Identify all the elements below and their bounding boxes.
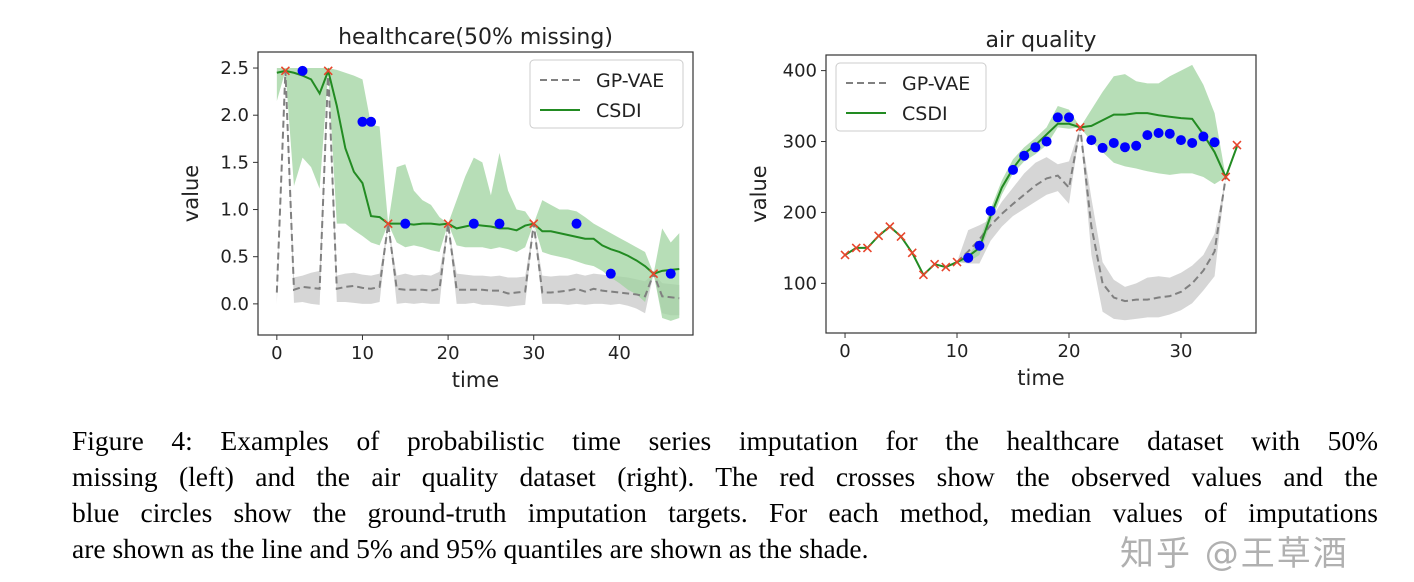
target-point	[1063, 112, 1074, 123]
chart-title: healthcare(50% missing)	[338, 25, 613, 50]
x-tick-label: 30	[1170, 341, 1193, 362]
x-tick-label: 10	[351, 343, 374, 364]
observed-point	[443, 219, 453, 229]
observed-point	[383, 219, 393, 229]
median-line-gp-vae	[956, 127, 1227, 303]
target-point	[1198, 131, 1209, 142]
target-point	[366, 116, 377, 127]
legend-label: GP-VAE	[902, 73, 970, 95]
y-tick-label: 2.5	[220, 58, 249, 79]
observed-point	[1075, 122, 1085, 132]
target-point	[357, 116, 368, 127]
observed-point	[952, 257, 962, 267]
observed-point	[930, 259, 940, 269]
observed-point	[941, 262, 951, 272]
target-point	[297, 65, 308, 76]
target-point	[963, 252, 974, 263]
target-point	[1164, 128, 1175, 139]
caption-line: are shown as the line and 5% and 95% qua…	[72, 533, 869, 564]
quantile-band-csdi	[845, 64, 1237, 275]
x-tick-label: 0	[271, 343, 282, 364]
legend-label: GP-VAE	[596, 70, 664, 92]
y-tick-label: 1.0	[220, 200, 249, 221]
target-point	[665, 268, 676, 279]
observed-point	[851, 243, 861, 253]
target-point	[1086, 135, 1097, 146]
x-axis-label: time	[1017, 366, 1064, 390]
caption-line: missing (left) and the air quality datas…	[72, 461, 1378, 492]
y-axis-label: value	[179, 165, 203, 222]
target-point	[1187, 137, 1198, 148]
legend: GP-VAE CSDI	[835, 62, 987, 132]
target-point	[494, 218, 505, 229]
x-tick-label: 30	[522, 343, 545, 364]
y-tick-label: 100	[783, 273, 817, 294]
figure: 0 10 20 30 40 0.0 0.5 1.0 1.5 2.0 2.5 healthcare(50…	[179, 25, 1257, 392]
y-tick-label: 200	[783, 202, 817, 223]
x-tick-label: 20	[437, 343, 460, 364]
legend-label: CSDI	[902, 103, 948, 125]
x-tick-label: 10	[946, 341, 969, 362]
y-tick-label: 400	[783, 61, 817, 82]
y-tick-label: 300	[783, 132, 817, 153]
target-point	[1108, 137, 1119, 148]
x-axis-label: time	[452, 368, 499, 392]
target-point	[1019, 150, 1030, 161]
legend: GP-VAE CSDI	[529, 59, 684, 129]
target-point	[1041, 136, 1052, 147]
y-tick-label: 0.0	[220, 294, 249, 315]
figure-caption: Figure 4: Examples of probabilistic time…	[72, 423, 1378, 567]
observed-point	[529, 219, 539, 229]
y-tick-label: 0.5	[220, 247, 249, 268]
observed-point	[649, 269, 659, 279]
target-point	[1030, 142, 1041, 153]
y-tick-label: 1.5	[220, 152, 249, 173]
target-point	[1142, 130, 1153, 141]
observed-point	[323, 66, 333, 76]
chart-title: air quality	[986, 28, 1097, 53]
target-point	[1097, 142, 1108, 153]
observed-point	[907, 248, 917, 258]
target-point	[571, 218, 582, 229]
x-tick-label: 20	[1058, 341, 1081, 362]
caption-line: blue circles show the ground-truth imput…	[72, 497, 1378, 528]
observed-point	[885, 222, 895, 232]
target-point	[1008, 164, 1019, 175]
x-tick-label: 40	[608, 343, 631, 364]
plot-frame	[825, 54, 1257, 334]
target-point	[985, 206, 996, 217]
observed-point	[862, 243, 872, 253]
x-tick-label: 0	[839, 341, 850, 362]
legend-label: CSDI	[596, 100, 642, 122]
y-axis-label: value	[747, 165, 771, 222]
plot-frame	[257, 51, 694, 336]
target-point	[1175, 135, 1186, 146]
chart-1: 0 10 20 30 40 0.0 0.5 1.0 1.5 2.0 2.5 healthcare(50…	[179, 25, 694, 392]
observed-point	[280, 66, 290, 76]
target-point	[1131, 140, 1142, 151]
target-point	[1209, 137, 1220, 148]
observed-point	[1232, 140, 1242, 150]
observed-point	[840, 250, 850, 260]
observed-point	[874, 231, 884, 241]
quantile-band-csdi	[276, 68, 680, 321]
observed-point	[1221, 172, 1231, 182]
y-tick-label: 2.0	[220, 105, 249, 126]
target-point	[1119, 142, 1130, 153]
caption-line: Figure 4: Examples of probabilistic time…	[72, 425, 1378, 456]
observed-point	[918, 270, 928, 280]
target-point	[974, 240, 985, 251]
target-point	[1052, 112, 1063, 123]
watermark: 知乎 @王草酒	[1120, 534, 1349, 574]
target-point	[605, 268, 616, 279]
target-point	[1153, 128, 1164, 139]
target-point	[400, 218, 411, 229]
target-point	[468, 218, 479, 229]
chart-2: 0 10 20 30 100 200 300 400 air quality time value G…	[747, 28, 1257, 390]
observed-point	[896, 231, 906, 242]
median-line-gp-vae	[275, 70, 680, 300]
